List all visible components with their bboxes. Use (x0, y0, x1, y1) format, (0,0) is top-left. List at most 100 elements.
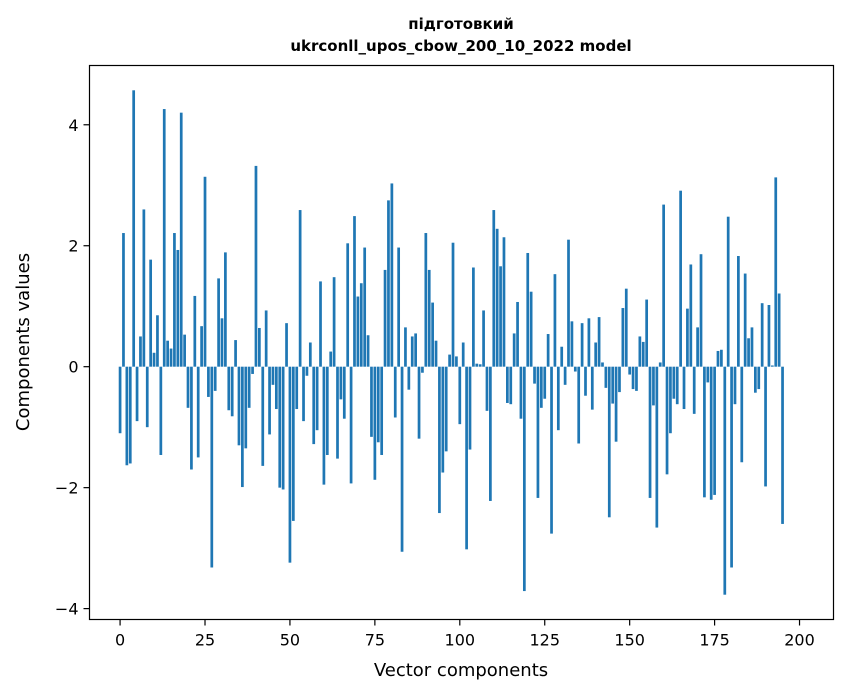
bar (302, 366, 305, 422)
bar (658, 362, 662, 367)
bar (145, 366, 149, 428)
bar (573, 366, 577, 372)
bar (261, 366, 265, 466)
bar (455, 356, 458, 367)
bar (417, 366, 421, 439)
bar (193, 295, 197, 367)
bar (291, 366, 295, 521)
bar (366, 335, 370, 367)
x-tick-label: 125 (529, 631, 560, 650)
x-tick-label: 100 (445, 631, 476, 650)
bar (159, 366, 163, 455)
bar (220, 318, 224, 367)
bar (774, 177, 778, 367)
bar (438, 366, 441, 514)
bar (356, 296, 360, 367)
bar (359, 283, 363, 367)
chart-title-line1: підготовкий (408, 15, 513, 33)
bar (682, 366, 686, 410)
bar (624, 288, 628, 367)
bar (495, 228, 499, 367)
bar (492, 210, 496, 367)
bar (451, 242, 455, 367)
bar (475, 363, 479, 367)
bar (584, 366, 587, 396)
bar (149, 259, 153, 367)
bar (570, 321, 574, 367)
bar (186, 366, 190, 408)
bar (499, 266, 502, 367)
x-axis-ticks: 0 25 50 75 100 125 150 175 200 (115, 619, 815, 650)
bar (217, 278, 220, 367)
bar (611, 366, 615, 404)
bar (529, 291, 533, 367)
bar (135, 366, 139, 422)
x-tick-label: 200 (784, 631, 815, 650)
y-axis-ticks: −4 −2 0 2 4 (55, 116, 90, 619)
bars-group (118, 90, 784, 595)
bar (567, 239, 570, 367)
bar (777, 293, 781, 367)
bar (709, 366, 713, 500)
bar (641, 341, 645, 367)
bar (254, 165, 258, 367)
y-tick-label: 2 (68, 237, 78, 256)
bar (308, 342, 312, 367)
bar (723, 366, 727, 595)
bar (519, 366, 523, 419)
bar (227, 366, 231, 411)
bar (213, 366, 217, 391)
x-axis-label: Vector components (374, 660, 548, 681)
bar (434, 340, 438, 367)
bar (737, 256, 740, 367)
bar (176, 249, 180, 367)
bar (258, 327, 261, 367)
bar (757, 366, 761, 390)
x-tick-label: 75 (365, 631, 385, 650)
bar (468, 366, 472, 450)
bar (244, 366, 248, 449)
bar (383, 269, 387, 367)
bar (128, 366, 132, 464)
bar (237, 366, 241, 446)
bar (662, 204, 665, 367)
bar (427, 269, 431, 367)
bar (210, 366, 214, 568)
x-tick-label: 0 (115, 631, 125, 650)
bar (720, 349, 723, 367)
bar (767, 305, 771, 367)
bar (533, 366, 536, 384)
bar (747, 338, 750, 367)
bar (285, 323, 288, 367)
bar (522, 366, 526, 592)
bar (271, 366, 275, 385)
bar (652, 366, 655, 406)
bar (506, 366, 509, 403)
bar (679, 190, 682, 367)
bar (696, 327, 699, 367)
bar (319, 281, 322, 367)
bar (122, 233, 125, 367)
bar (577, 366, 581, 444)
bar (315, 366, 319, 431)
bar (526, 252, 530, 367)
bar (560, 346, 564, 367)
bar (448, 354, 451, 367)
bar (635, 366, 638, 391)
x-tick-label: 175 (699, 631, 730, 650)
bar (397, 247, 401, 367)
bar (370, 366, 373, 437)
x-tick-label: 50 (280, 631, 300, 650)
bar (200, 326, 203, 367)
bar (628, 366, 632, 375)
bar (295, 366, 299, 410)
bar (305, 366, 309, 376)
bar (672, 366, 676, 399)
bar (703, 366, 706, 498)
bar (363, 247, 367, 367)
bar (543, 366, 547, 399)
bar (241, 366, 244, 488)
bar (132, 90, 136, 367)
bar (502, 237, 506, 367)
bar (536, 366, 540, 498)
